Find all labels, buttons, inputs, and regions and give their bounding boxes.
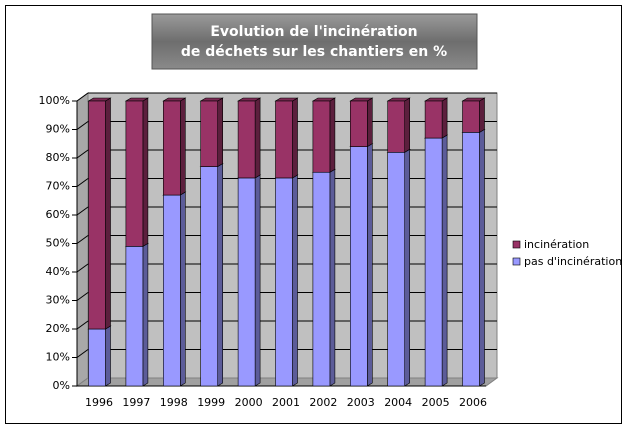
x-tick-label: 2004	[384, 396, 412, 409]
title-box	[151, 13, 478, 70]
y-tick-label: 20%	[46, 322, 70, 335]
x-tick-label: 1999	[197, 396, 225, 409]
bar-side	[292, 174, 298, 387]
x-tick-label: 2005	[422, 396, 450, 409]
legend-swatch	[512, 257, 521, 266]
bar	[88, 328, 106, 387]
grid-line	[76, 320, 89, 330]
bar	[275, 100, 293, 179]
bar	[125, 100, 144, 247]
legend-swatch	[512, 240, 521, 249]
x-tick-label: 2000	[235, 396, 263, 409]
grid-line	[76, 149, 89, 159]
grid-line	[76, 292, 89, 301]
bar-side	[254, 174, 261, 387]
y-tick-label: 30%	[46, 294, 70, 307]
y-tick-label: 90%	[46, 123, 70, 136]
bar	[275, 177, 293, 387]
bar	[349, 100, 368, 147]
y-tick-label: 80%	[46, 151, 70, 164]
bar-side	[441, 134, 448, 387]
bar	[349, 146, 368, 387]
y-tick-label: 70%	[46, 180, 70, 193]
grid-line	[76, 349, 89, 358]
bar-side	[142, 97, 149, 247]
bar-side	[142, 242, 149, 387]
x-tick-label: 1997	[122, 396, 150, 409]
y-tick-label: 10%	[46, 351, 70, 364]
bar	[387, 100, 406, 153]
x-tick-label: 2006	[459, 396, 487, 409]
bar-side	[180, 191, 186, 387]
bar	[237, 177, 256, 387]
bar	[200, 100, 218, 167]
x-tick-label: 1996	[85, 396, 113, 409]
y-tick-label: 40%	[46, 265, 70, 278]
grid-line	[76, 263, 89, 273]
bar-side	[404, 148, 411, 387]
bar	[387, 152, 406, 387]
bar	[237, 100, 256, 179]
legend-label: pas d'incinération	[524, 255, 622, 268]
grid-line	[76, 92, 89, 102]
bar	[163, 100, 181, 196]
x-tick-label: 2003	[347, 396, 375, 409]
grid-line	[76, 206, 89, 216]
grid-line	[76, 178, 89, 187]
y-tick-label: 50%	[46, 237, 70, 250]
bar-side	[254, 97, 261, 179]
x-tick-label: 2002	[309, 396, 337, 409]
x-tick-label: 2001	[272, 396, 300, 409]
x-tick-label: 1998	[160, 396, 188, 409]
bar	[200, 166, 218, 387]
bar-side	[404, 97, 411, 153]
bar-side	[479, 97, 485, 133]
bar	[462, 100, 480, 133]
bar-side	[292, 97, 298, 179]
y-tick-label: 0%	[53, 379, 70, 392]
bar	[163, 194, 181, 387]
legend-label: incinération	[524, 238, 589, 251]
chart-title: Evolution de l'incinération	[210, 24, 417, 40]
y-tick-label: 100%	[39, 94, 70, 107]
grid-line	[76, 121, 89, 130]
grid-line	[76, 235, 89, 244]
bar-side	[329, 97, 336, 173]
y-tick-label: 60%	[46, 208, 70, 221]
bar	[424, 100, 443, 139]
bar-side	[180, 97, 186, 196]
bar-side	[217, 97, 223, 168]
bar	[312, 171, 331, 387]
bar	[424, 137, 443, 387]
bar	[88, 100, 106, 330]
bar-side	[479, 128, 485, 387]
bar-side	[329, 168, 336, 387]
bar	[462, 132, 480, 387]
bar	[312, 100, 331, 173]
bar-side	[366, 143, 373, 387]
bar-side	[105, 97, 111, 330]
bar-side	[366, 97, 373, 148]
bar-side	[441, 97, 448, 139]
chart-title: de déchets sur les chantiers en %	[181, 44, 447, 60]
bar-side	[217, 163, 223, 387]
bar-side	[105, 325, 111, 387]
bar	[125, 246, 144, 387]
